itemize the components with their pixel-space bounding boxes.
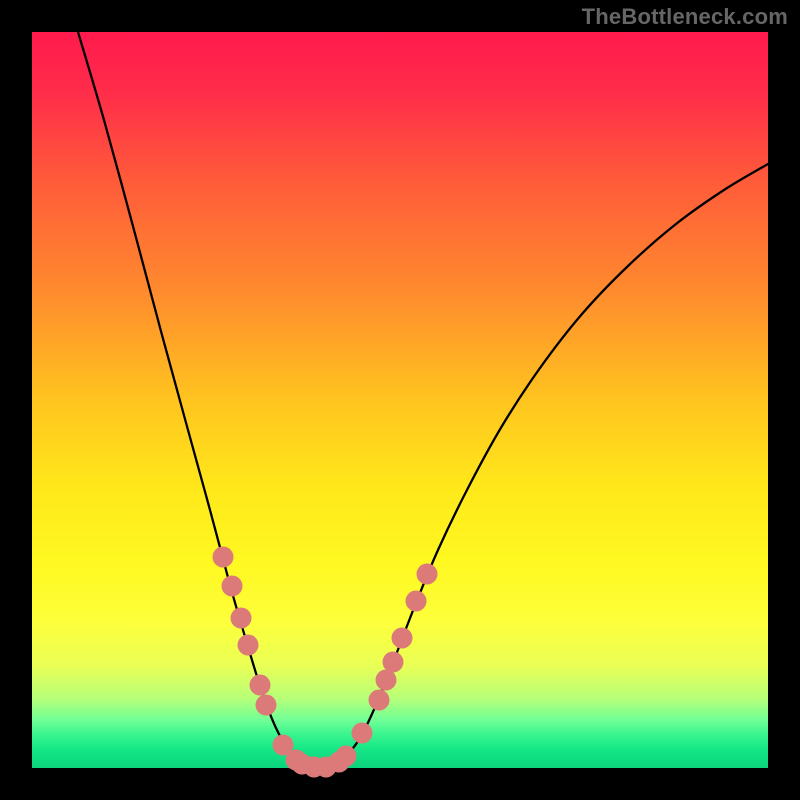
data-point-marker: [406, 591, 427, 612]
data-point-marker: [336, 746, 357, 767]
data-point-marker: [383, 652, 404, 673]
data-point-marker: [256, 695, 277, 716]
data-point-marker: [250, 675, 271, 696]
data-point-marker: [352, 723, 373, 744]
data-point-marker: [222, 576, 243, 597]
data-point-marker: [369, 690, 390, 711]
data-point-marker: [238, 635, 259, 656]
data-point-marker: [231, 608, 252, 629]
data-point-marker: [213, 547, 234, 568]
data-point-marker: [392, 628, 413, 649]
watermark-text: TheBottleneck.com: [582, 4, 788, 30]
bottleneck-chart: TheBottleneck.com: [0, 0, 800, 800]
data-point-marker: [376, 670, 397, 691]
chart-svg: [0, 0, 800, 800]
data-point-marker: [417, 564, 438, 585]
